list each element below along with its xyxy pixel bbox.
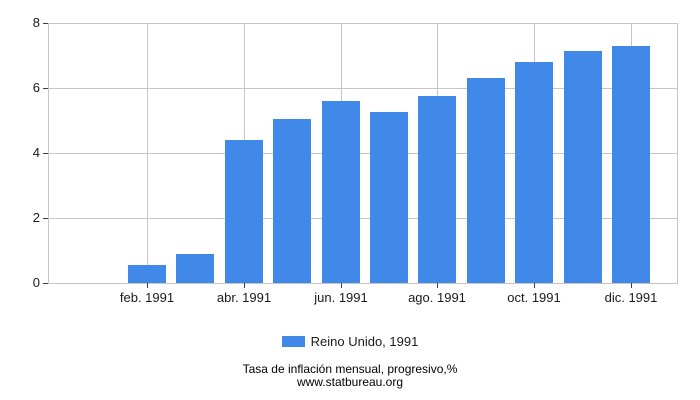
y-axis-tick — [43, 153, 48, 154]
y-axis-label: 0 — [32, 275, 40, 290]
y-axis-tick — [43, 88, 48, 89]
gridline-horizontal — [48, 283, 678, 284]
gridline-vertical — [677, 23, 678, 283]
bar-oct — [515, 62, 553, 283]
legend-swatch — [281, 336, 305, 347]
legend: Reino Unido, 1991 — [0, 334, 700, 349]
x-axis-tick — [341, 283, 342, 288]
x-axis-tick — [437, 283, 438, 288]
bar-mar — [176, 254, 214, 283]
y-axis-label: 8 — [32, 15, 40, 30]
x-axis-label: oct. 1991 — [507, 290, 561, 305]
x-axis-label: ago. 1991 — [408, 290, 466, 305]
gridline-horizontal — [48, 153, 678, 154]
bar-sep — [467, 78, 505, 283]
legend-label: Reino Unido, 1991 — [310, 334, 419, 349]
bar-nov — [564, 51, 602, 283]
y-axis-label: 6 — [32, 80, 40, 95]
bar-dic — [612, 46, 650, 283]
x-axis-label: feb. 1991 — [119, 290, 175, 305]
x-axis-tick — [244, 283, 245, 288]
x-axis-label: abr. 1991 — [216, 290, 272, 305]
y-axis-line — [48, 23, 49, 283]
source-url: www.statbureau.org — [296, 375, 404, 389]
bar-jul — [370, 112, 408, 283]
x-axis-label: jun. 1991 — [314, 290, 368, 305]
y-axis-tick — [43, 218, 48, 219]
gridline-horizontal — [48, 218, 678, 219]
chart-subtitle: Tasa de inflación mensual, progresivo,% — [242, 362, 458, 376]
bar-feb — [128, 265, 166, 283]
plot-area: 0 2 4 6 8 feb. 1991 abr. 1991 jun. 1991 ago. 199… — [33, 15, 678, 305]
x-axis-tick — [147, 283, 148, 288]
x-axis-label: dic. 1991 — [604, 290, 658, 305]
bar-jun — [322, 101, 360, 283]
bar-may — [273, 119, 311, 283]
bar-ago — [418, 96, 456, 283]
gridline-vertical — [147, 23, 148, 283]
y-axis-label: 2 — [32, 210, 40, 225]
gridline-horizontal — [48, 88, 678, 89]
bar-abr — [225, 140, 263, 283]
x-axis-tick — [631, 283, 632, 288]
y-axis-label: 4 — [32, 145, 40, 160]
x-axis-tick — [534, 283, 535, 288]
gridline-horizontal — [48, 23, 678, 24]
y-axis-tick — [43, 23, 48, 24]
y-axis-tick — [43, 283, 48, 284]
